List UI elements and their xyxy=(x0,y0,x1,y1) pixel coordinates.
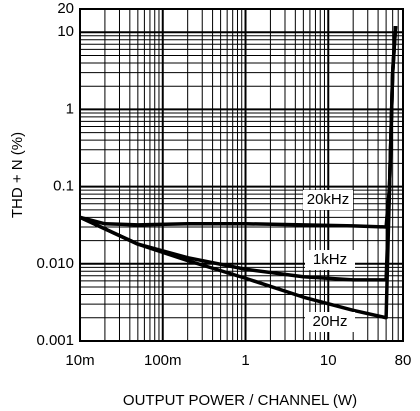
legend-label: 20kHz xyxy=(307,191,350,208)
y-tick-label: 0.010 xyxy=(36,255,74,272)
legend-background xyxy=(303,190,353,210)
x-tick-label: 10 xyxy=(320,352,337,369)
legend-label: 1kHz xyxy=(313,251,347,268)
y-tick-label: 20 xyxy=(57,0,74,17)
y-tick-label: 1 xyxy=(66,100,74,117)
y-axis-label: THD + N (%) xyxy=(9,132,26,218)
y-tick-label: 0.1 xyxy=(53,178,74,195)
x-tick-label: 80 xyxy=(395,352,412,369)
legend-background xyxy=(305,312,355,332)
legend-label: 20Hz xyxy=(312,313,347,330)
series-line xyxy=(79,26,398,320)
x-tick-label: 100m xyxy=(144,352,182,369)
x-axis-label: OUTPUT POWER / CHANNEL (W) xyxy=(123,392,357,409)
x-tick-label: 1 xyxy=(241,352,249,369)
y-tick-label: 0.001 xyxy=(36,332,74,349)
plot-frame xyxy=(79,8,404,342)
y-tick-label: 10 xyxy=(57,23,74,40)
x-tick-label: 10m xyxy=(65,352,94,369)
legend-background xyxy=(305,250,355,270)
